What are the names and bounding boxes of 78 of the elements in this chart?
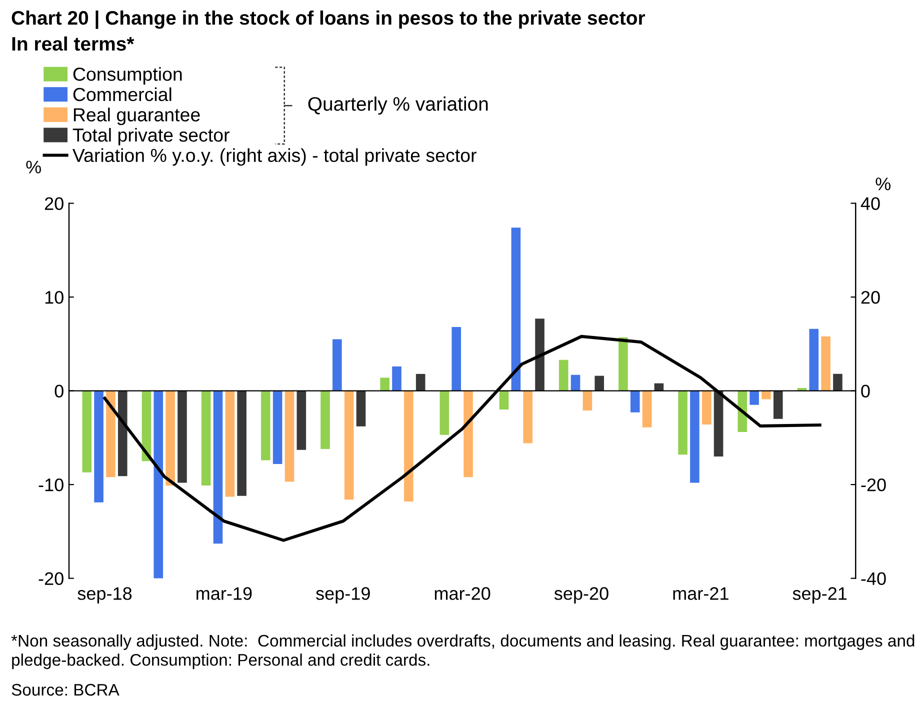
- bar: [523, 390, 532, 444]
- bar: [106, 390, 116, 478]
- bar: [654, 383, 664, 391]
- legend-label: Total private sector: [72, 128, 230, 146]
- bar: [535, 318, 544, 391]
- y2-tick-label: 40: [860, 197, 880, 210]
- bar: [344, 390, 354, 500]
- bar: [702, 390, 712, 425]
- bar: [416, 374, 426, 391]
- bar: [392, 366, 402, 391]
- bar: [178, 390, 187, 483]
- legend-label: Real guarantee: [74, 108, 200, 126]
- text: *Non seasonally adjusted. Note: Commercial includes overdrafts, documents and leasing. Real guarantee: mortgages and pledge-backed. Consumption: Personal and credit cards.: [11, 634, 914, 670]
- bar: [296, 390, 306, 450]
- legend-label: Commercial: [73, 87, 172, 102]
- bar: [94, 390, 104, 502]
- text: Quarterly % variation: [308, 96, 488, 115]
- bar: [821, 336, 830, 391]
- chart-subtitle: In real terms*: [12, 36, 134, 51]
- bar: [762, 390, 771, 400]
- y2-axis-title: %: [876, 178, 891, 190]
- y-tick-label: 20: [44, 197, 64, 210]
- bar: [678, 390, 688, 455]
- bar: [356, 390, 366, 426]
- y2-tick-label: -20: [861, 478, 886, 492]
- bar: [750, 390, 759, 405]
- x-tick-label: sep-18: [78, 587, 132, 604]
- bar: [511, 228, 521, 391]
- bar: [284, 390, 294, 482]
- bar: [773, 390, 783, 419]
- bar: [833, 374, 842, 391]
- bar: [213, 390, 223, 544]
- x-tick-label: mar-19: [196, 587, 252, 600]
- bar: [499, 390, 509, 410]
- bar: [618, 337, 628, 391]
- bar: [332, 339, 342, 391]
- bar: [380, 378, 390, 391]
- bar: [201, 390, 211, 486]
- bar: [630, 390, 640, 412]
- legend-label: Variation % y.o.y. (right axis) - total private sector: [72, 148, 476, 166]
- bar: [558, 360, 568, 391]
- x-tick-label: sep-19: [316, 587, 370, 604]
- bar: [237, 390, 246, 496]
- y-axis-title: %: [26, 160, 41, 174]
- bar: [452, 327, 461, 391]
- y2-tick-label: 20: [861, 290, 880, 304]
- chart-title: Chart 20 | Change in the stock of loans in pesos to the private sector: [12, 10, 646, 29]
- bar: [118, 390, 128, 476]
- bar: [320, 390, 330, 449]
- y2-tick-label: 0: [861, 384, 870, 398]
- bar: [464, 390, 473, 478]
- bar: [594, 376, 604, 391]
- y-tick-label: -10: [38, 478, 64, 492]
- bar: [809, 328, 819, 391]
- y2-tick-label: -40: [861, 572, 886, 586]
- x-tick-label: mar-20: [434, 587, 490, 600]
- source-note: Source: BCRA: [12, 684, 120, 696]
- y-tick-label: 10: [45, 290, 64, 304]
- y-tick-label: -20: [38, 572, 64, 586]
- bar: [440, 390, 450, 435]
- bar: [690, 390, 700, 483]
- legend-label: Consumption: [73, 67, 182, 85]
- bar: [404, 390, 414, 502]
- x-tick-label: sep-21: [792, 587, 847, 604]
- x-tick-label: mar-21: [673, 587, 728, 600]
- bar: [570, 374, 580, 391]
- bar: [261, 390, 270, 460]
- bar: [154, 390, 164, 578]
- bar: [738, 390, 748, 432]
- bar: [225, 390, 235, 497]
- bar: [272, 390, 282, 464]
- bar: [642, 390, 652, 428]
- x-tick-label: sep-20: [554, 587, 608, 604]
- bar: [714, 390, 724, 456]
- bar: [582, 390, 592, 410]
- bar: [166, 390, 175, 486]
- y-tick-label: 0: [54, 384, 64, 398]
- bar: [82, 390, 92, 472]
